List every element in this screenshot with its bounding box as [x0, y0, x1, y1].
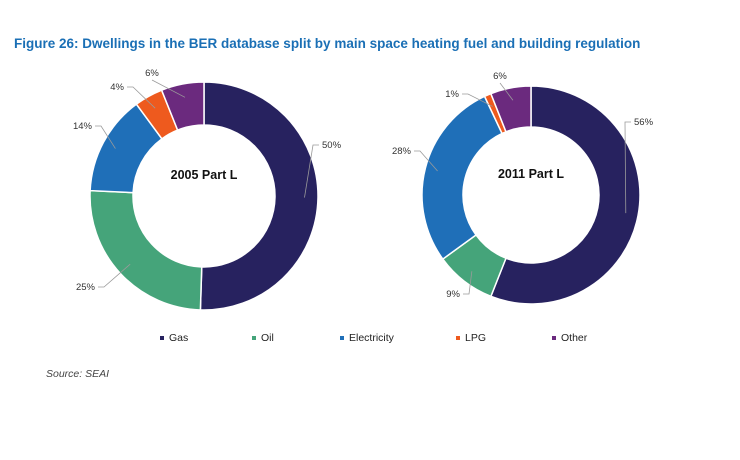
data-label-2011-oil: 9%: [446, 289, 460, 300]
leader-line-2005-lpg: [127, 86, 156, 109]
data-label-2005-lpg: 4%: [110, 82, 124, 93]
leader-line-2011-gas: [624, 121, 631, 214]
slice-2005-oil: [89, 189, 203, 311]
data-label-2005-other: 6%: [145, 68, 159, 79]
legend-swatch-other: [552, 336, 556, 341]
legend-item-oil: Oil: [252, 332, 274, 344]
chart-title: Figure 26: Dwellings in the BER database…: [14, 36, 641, 51]
legend-label-lpg: LPG: [465, 332, 487, 344]
source-note: Source: SEAI: [46, 368, 110, 380]
data-label-2011-gas: 56%: [634, 117, 654, 128]
leader-line-2005-gas: [304, 144, 319, 198]
legend-swatch-gas: [160, 336, 164, 341]
donut-center-label-2011: 2011 Part L: [498, 167, 564, 181]
legend-label-gas: Gas: [169, 332, 189, 344]
legend-label-other: Other: [561, 332, 588, 344]
slice-2011-electricity: [421, 95, 504, 261]
data-label-2005-oil: 25%: [76, 282, 96, 293]
legend-item-lpg: LPG: [456, 332, 486, 344]
leader-line-2005-electricity: [95, 125, 116, 149]
legend-label-oil: Oil: [261, 332, 274, 344]
legend-swatch-lpg: [456, 336, 460, 341]
legend-swatch-electricity: [340, 336, 344, 341]
data-label-2005-gas: 50%: [322, 140, 342, 151]
slice-2005-other: [160, 81, 205, 132]
legend-swatch-oil: [252, 336, 256, 341]
data-label-2005-electricity: 14%: [73, 121, 93, 132]
slice-2005-gas: [199, 81, 319, 311]
leader-line-2005-other: [151, 79, 186, 98]
legend-item-gas: Gas: [160, 332, 188, 344]
data-label-2011-electricity: 28%: [392, 146, 412, 157]
legend-label-electricity: Electricity: [349, 332, 394, 344]
data-label-2011-lpg: 1%: [445, 89, 459, 100]
slice-2011-other: [489, 85, 532, 133]
leader-line-2011-other: [499, 82, 514, 101]
legend-item-other: Other: [552, 332, 587, 344]
leader-line-2005-oil: [98, 263, 131, 288]
leader-line-2011-oil: [463, 271, 473, 295]
leader-line-2011-electricity: [414, 150, 438, 172]
legend-item-electricity: Electricity: [340, 332, 394, 344]
donut-center-label-2005: 2005 Part L: [171, 168, 238, 182]
data-label-2011-other: 6%: [493, 71, 507, 82]
leader-line-2011-lpg: [462, 93, 493, 107]
